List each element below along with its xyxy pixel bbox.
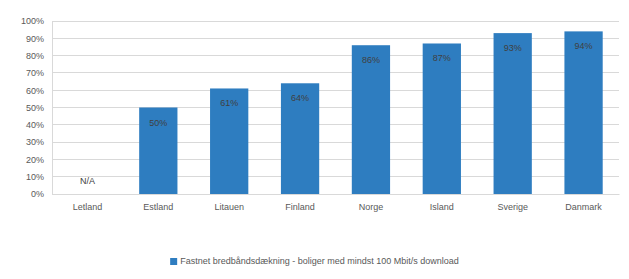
bar (281, 83, 319, 194)
grid-line (52, 21, 619, 22)
grid (52, 21, 619, 194)
y-tick: 0% (31, 189, 52, 199)
data-label: N/A (80, 176, 95, 186)
y-tick: 100% (21, 16, 52, 26)
y-tick-label: 40% (26, 120, 44, 130)
bar (494, 33, 532, 194)
x-tick: Estland (143, 194, 173, 212)
legend-swatch (170, 258, 177, 265)
x-tick-label: Estland (143, 202, 173, 212)
grid-line (52, 194, 619, 195)
x-tick: Letland (73, 194, 103, 212)
y-tick: 60% (26, 86, 52, 96)
data-label: 86% (362, 55, 380, 65)
data-label: 93% (504, 43, 522, 53)
data-label: 94% (575, 41, 593, 51)
data-label: 87% (433, 53, 451, 63)
y-tick-label: 20% (26, 155, 44, 165)
bar (139, 108, 177, 195)
data-label: 50% (149, 118, 167, 128)
x-tick-label: Norge (359, 202, 384, 212)
x-tick-label: Island (430, 202, 454, 212)
y-tick: 10% (26, 172, 52, 182)
grid-line (52, 142, 619, 143)
y-axis: 0% 10% 20% 30% 40% 50% 60% 70% 80% 90% 100% (21, 16, 53, 199)
y-tick-label: 60% (26, 86, 44, 96)
grid-line (52, 176, 619, 177)
y-tick: 70% (26, 68, 52, 78)
grid-line (52, 55, 619, 56)
grid-line (52, 159, 619, 160)
bars (139, 31, 603, 194)
x-tick-label: Litauen (214, 202, 244, 212)
data-label: 64% (291, 93, 309, 103)
data-labels: N/A 50% 61% 64% 86% 87% 93% 94% (80, 41, 593, 186)
grid-line (52, 124, 619, 125)
x-tick: Finland (285, 194, 315, 212)
x-tick: Sverige (497, 194, 528, 212)
x-tick-label: Finland (285, 202, 315, 212)
y-tick-label: 80% (26, 51, 44, 61)
x-tick-label: Letland (73, 202, 103, 212)
x-axis-line (53, 194, 620, 195)
x-tick: Litauen (214, 194, 244, 212)
y-tick: 40% (26, 120, 52, 130)
y-tick-label: 90% (26, 34, 44, 44)
y-tick-label: 10% (26, 172, 44, 182)
legend-label: Fastnet bredbåndsdækning - boliger med m… (180, 256, 459, 266)
bar (352, 45, 390, 194)
chart: 0% 10% 20% 30% 40% 50% 60% 70% 80% 90% 100% Letland… (0, 0, 629, 279)
x-tick-label: Danmark (565, 202, 602, 212)
y-tick: 80% (26, 51, 52, 61)
x-tick: Danmark (565, 194, 602, 212)
legend: Fastnet bredbåndsdækning - boliger med m… (170, 256, 459, 266)
legend-item: Fastnet bredbåndsdækning - boliger med m… (170, 256, 459, 266)
y-tick: 20% (26, 155, 52, 165)
plot: 0% 10% 20% 30% 40% 50% 60% 70% 80% 90% 100% Letland… (21, 16, 620, 212)
y-tick-label: 0% (31, 189, 44, 199)
x-axis: Letland Estland Litauen Finland Norge Island S… (53, 194, 620, 212)
grid-line (52, 107, 619, 108)
data-label: 61% (220, 98, 238, 108)
y-tick-label: 100% (21, 16, 44, 26)
bar (210, 88, 248, 194)
bar (564, 31, 602, 194)
x-tick: Norge (359, 194, 384, 212)
grid-line (52, 72, 619, 73)
y-tick-label: 30% (26, 137, 44, 147)
x-tick: Island (430, 194, 454, 212)
y-tick: 30% (26, 137, 52, 147)
y-axis-line (52, 22, 53, 195)
y-tick: 50% (26, 103, 52, 113)
y-tick: 90% (26, 34, 52, 44)
bar (423, 43, 461, 194)
grid-line (52, 38, 619, 39)
x-tick-label: Sverige (497, 202, 528, 212)
y-tick-label: 50% (26, 103, 44, 113)
grid-line (52, 90, 619, 91)
y-tick-label: 70% (26, 68, 44, 78)
